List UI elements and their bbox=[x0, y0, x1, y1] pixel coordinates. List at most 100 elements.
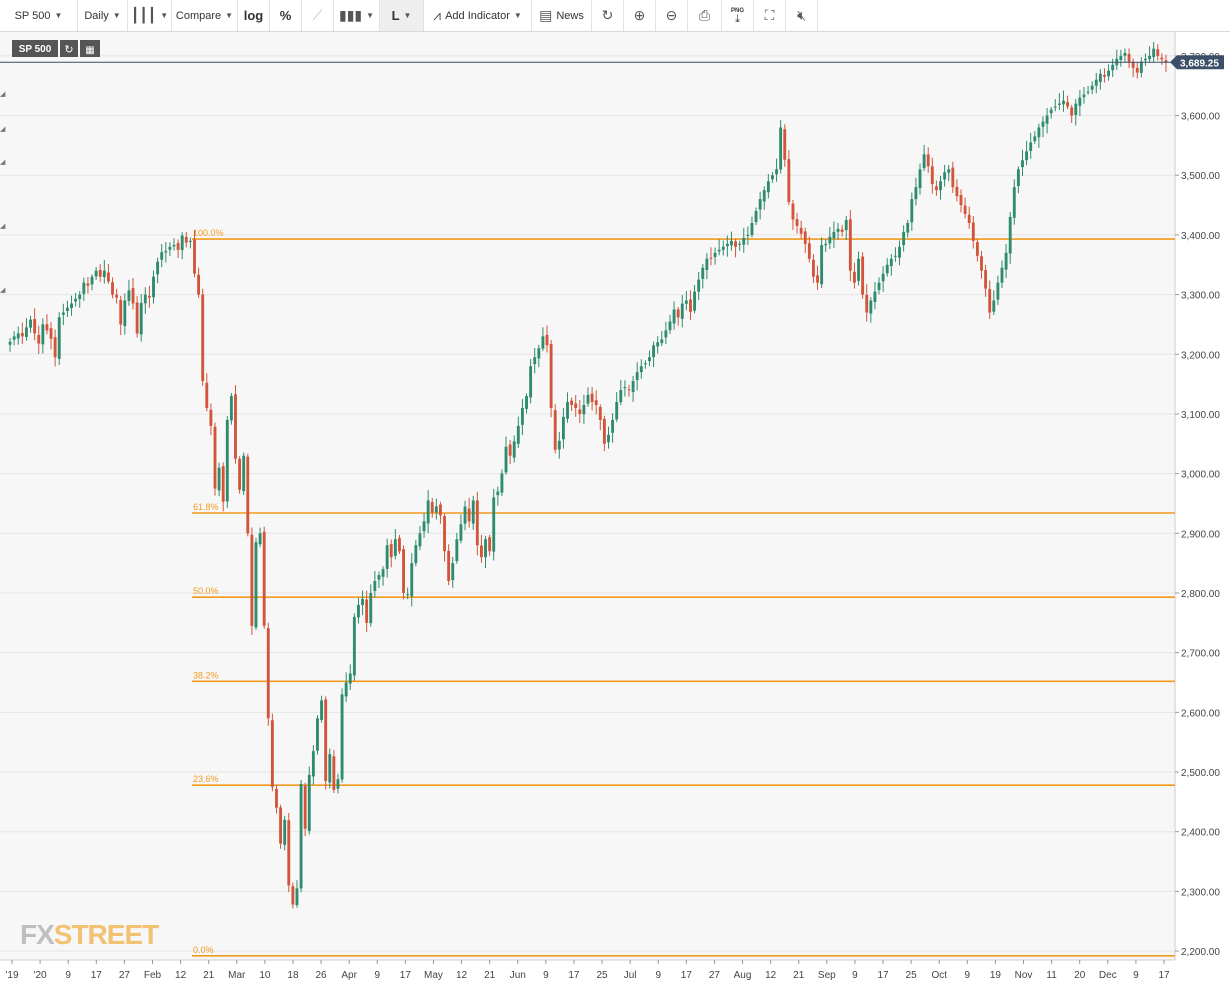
calendar-icon: ▦ bbox=[85, 45, 94, 56]
news-button[interactable]: ▤ News bbox=[532, 0, 592, 31]
drawing-tool-button[interactable]: ⟋ bbox=[302, 0, 334, 31]
candle-body bbox=[1045, 115, 1049, 124]
y-tick-label: 2,600.00 bbox=[1181, 708, 1220, 719]
candle-body bbox=[106, 272, 110, 282]
compare-selector[interactable]: Compare ▼ bbox=[172, 0, 238, 31]
collapse-arrow-icon[interactable]: ◢ bbox=[0, 159, 6, 166]
y-tick-label: 3,300.00 bbox=[1181, 291, 1220, 302]
news-label: News bbox=[556, 9, 584, 22]
last-price-tag bbox=[1170, 55, 1224, 70]
candle-body bbox=[844, 219, 848, 231]
candle-body bbox=[160, 252, 164, 260]
symbol-label: SP 500 bbox=[14, 9, 51, 22]
candle-body bbox=[336, 779, 340, 789]
candle-body bbox=[721, 246, 725, 250]
candle-body bbox=[918, 169, 922, 189]
candle-body bbox=[479, 545, 483, 558]
legend-refresh-button[interactable]: ↻ bbox=[60, 40, 78, 57]
candle-body bbox=[619, 390, 623, 403]
candle-body bbox=[824, 243, 828, 246]
candle-body bbox=[152, 276, 155, 298]
y-tick-label: 2,400.00 bbox=[1181, 828, 1220, 839]
candle-body bbox=[537, 348, 541, 359]
x-tick-label: 18 bbox=[287, 970, 299, 981]
candle-body bbox=[352, 616, 356, 676]
candle-body bbox=[37, 334, 41, 344]
candle-body bbox=[627, 389, 631, 391]
line-tool-selector[interactable]: L ▼ bbox=[380, 0, 424, 31]
fib-level-label: 100.0% bbox=[193, 228, 224, 238]
candle-body bbox=[693, 291, 697, 311]
candle-body bbox=[771, 175, 774, 180]
candle-body bbox=[1016, 169, 1020, 186]
add-indicator-selector[interactable]: ⩘ Add Indicator ▼ bbox=[424, 0, 532, 31]
collapse-arrow-icon[interactable]: ◢ bbox=[0, 126, 6, 133]
legend-settings-button[interactable]: ▦ bbox=[80, 40, 100, 57]
symbol-selector[interactable]: SP 500 ▼ bbox=[0, 0, 78, 31]
candle-body bbox=[967, 214, 971, 223]
candle-body bbox=[406, 594, 410, 596]
watermark-fx: FXSTREET bbox=[20, 919, 159, 950]
candle-body bbox=[549, 344, 553, 408]
candle-body bbox=[234, 394, 237, 459]
interval-selector[interactable]: Daily ▼ bbox=[78, 0, 128, 31]
candle-body bbox=[1111, 64, 1115, 71]
candle-body bbox=[648, 357, 651, 362]
mute-button[interactable]: 🔇︎ bbox=[786, 0, 818, 31]
legend-symbol-label: SP 500 bbox=[19, 44, 52, 55]
indicator-icon: ⩘ bbox=[433, 7, 442, 23]
price-chart[interactable]: 100.0%61.8%50.0%38.2%23.6%0.0% 2,200.002… bbox=[0, 32, 1230, 988]
printer-icon: ⎙ bbox=[698, 7, 711, 23]
last-price-label: 3,689.25 bbox=[1180, 58, 1219, 69]
x-tick-label: 27 bbox=[709, 970, 721, 981]
interval-label: Daily bbox=[84, 9, 109, 22]
candle-body bbox=[566, 402, 569, 419]
candle-body bbox=[910, 199, 914, 223]
percent-scale-button[interactable]: % bbox=[270, 0, 302, 31]
candle-body bbox=[980, 256, 983, 271]
candle-body bbox=[311, 751, 315, 777]
candle-body bbox=[41, 324, 45, 345]
candle-body bbox=[861, 256, 865, 295]
x-tick-label: 26 bbox=[316, 970, 328, 981]
zoom-out-button[interactable]: ⊖ bbox=[656, 0, 688, 31]
candle-body bbox=[49, 328, 53, 339]
chevron-down-icon: ▼ bbox=[513, 11, 522, 20]
chart-type-selector[interactable]: ┃┃┃ ▼ bbox=[128, 0, 172, 31]
candle-body bbox=[1090, 85, 1094, 90]
collapse-arrow-icon[interactable]: ◢ bbox=[0, 223, 6, 230]
candle-body bbox=[893, 255, 897, 257]
y-tick-label: 2,200.00 bbox=[1181, 947, 1220, 958]
candle-body bbox=[402, 549, 405, 593]
fib-level-label: 38.2% bbox=[193, 670, 219, 680]
candle-body bbox=[475, 500, 479, 546]
candle-body bbox=[943, 172, 947, 180]
collapse-arrow-icon[interactable]: ◢ bbox=[0, 287, 6, 294]
candle-body bbox=[1164, 60, 1168, 63]
x-tick-label: 9 bbox=[655, 970, 661, 981]
candle-body bbox=[1131, 61, 1135, 68]
candle-body bbox=[418, 533, 422, 547]
trendline-icon: ⟋ bbox=[312, 7, 323, 23]
candle-body bbox=[25, 327, 28, 337]
candle-body bbox=[45, 324, 49, 331]
print-button[interactable]: ⎙ bbox=[688, 0, 722, 31]
y-tick-label: 3,000.00 bbox=[1181, 470, 1220, 481]
candle-body bbox=[955, 186, 959, 197]
log-scale-button[interactable]: log bbox=[238, 0, 270, 31]
collapse-arrow-icon[interactable]: ◢ bbox=[0, 91, 6, 98]
candle-body bbox=[291, 886, 295, 905]
refresh-button[interactable]: ↻ bbox=[592, 0, 624, 31]
png-download-button[interactable]: PNG ⤓ bbox=[722, 0, 754, 31]
candle-body bbox=[447, 550, 451, 582]
volume-selector[interactable]: ▮▮▮ ▼ bbox=[334, 0, 380, 31]
candle-body bbox=[836, 228, 840, 232]
candle-body bbox=[229, 396, 233, 421]
fullscreen-button[interactable]: ⛶ bbox=[754, 0, 786, 31]
candle-body bbox=[947, 169, 951, 173]
candle-body bbox=[779, 127, 783, 170]
fib-level-label: 61.8% bbox=[193, 502, 219, 512]
x-tick-label: 17 bbox=[681, 970, 693, 981]
zoom-in-button[interactable]: ⊕ bbox=[624, 0, 656, 31]
candle-body bbox=[840, 229, 844, 232]
